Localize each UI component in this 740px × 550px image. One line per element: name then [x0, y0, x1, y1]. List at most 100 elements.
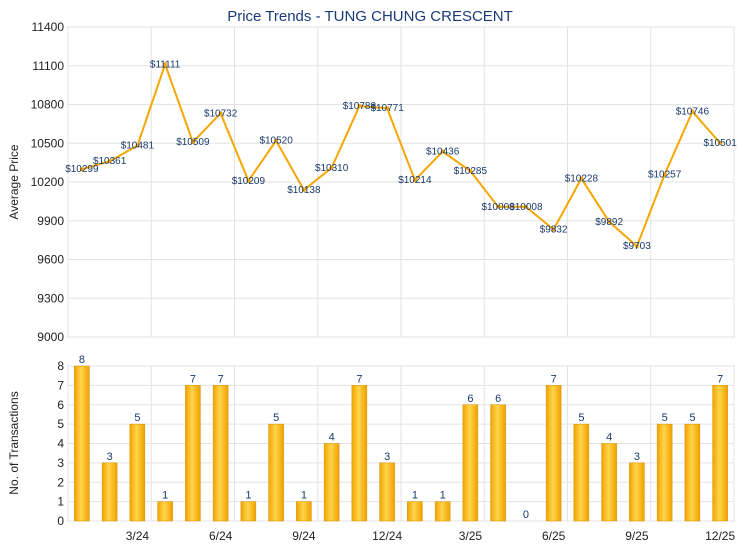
transaction-bar [296, 501, 312, 522]
transaction-bar [185, 385, 201, 522]
price-data-label: $10732 [204, 108, 238, 119]
transaction-bar [379, 462, 395, 522]
transaction-count-label: 1 [440, 490, 446, 502]
price-point [412, 178, 417, 183]
price-point [718, 141, 723, 146]
transaction-count-label: 5 [662, 412, 668, 424]
chart-title: Price Trends - TUNG CHUNG CRESCENT [227, 8, 513, 25]
price-data-label: $10214 [398, 175, 432, 186]
price-y-axis-label: Average Price [7, 144, 21, 219]
transaction-count-labels: 8 3 5 1 7 7 1 5 1 4 7 3 1 1 6 6 0 7 5 4 3 5 5 7 [79, 354, 723, 521]
transaction-bar [407, 501, 423, 522]
price-data-label: $10361 [93, 156, 127, 167]
price-data-label: $9832 [540, 225, 568, 236]
price-y-tick-label: 11100 [32, 59, 64, 73]
transaction-bars [74, 365, 728, 522]
transaction-count-label: 7 [356, 373, 362, 385]
transaction-bar [212, 385, 229, 522]
price-series-line [81, 61, 721, 248]
x-tick-label: 12/25 [705, 529, 735, 543]
price-data-label: $10746 [676, 106, 710, 117]
transaction-bar [240, 501, 257, 522]
transaction-bar [573, 423, 590, 522]
price-point [579, 176, 584, 181]
transactions-y-tick-label: 7 [57, 378, 64, 392]
transactions-bar-panel: 0 1 2 3 4 5 6 7 8 No. of Transactions 8 3 5 1 7 7 1 5 1 4… [7, 354, 735, 543]
price-data-label: $10228 [565, 173, 599, 184]
transaction-count-label: 7 [717, 373, 723, 385]
transaction-bar [545, 385, 562, 522]
transaction-bar [629, 462, 645, 522]
transactions-gridlines [67, 365, 735, 522]
price-data-label: $10788 [343, 101, 377, 112]
price-y-tick-label: 9900 [37, 214, 64, 228]
transaction-bar [462, 404, 479, 522]
price-point [190, 140, 195, 145]
x-axis-ticks: 3/24 6/24 9/24 12/24 3/25 6/25 9/25 12/25 [126, 529, 736, 543]
price-point [440, 149, 445, 154]
price-data-label: $10436 [426, 147, 460, 158]
price-point [218, 111, 223, 116]
transactions-y-axis-label: No. of Transactions [7, 391, 21, 494]
price-point [246, 178, 251, 183]
x-tick-label: 6/25 [542, 529, 566, 543]
price-point [163, 62, 168, 67]
transaction-count-label: 3 [107, 451, 113, 463]
transactions-y-tick-label: 4 [57, 437, 64, 451]
transaction-count-label: 1 [162, 490, 168, 502]
transaction-count-label: 7 [551, 373, 557, 385]
price-y-tick-label: 9300 [37, 291, 64, 305]
price-data-label: $10771 [370, 103, 404, 114]
x-tick-label: 3/25 [459, 529, 483, 543]
transactions-y-tick-label: 5 [57, 417, 64, 431]
x-tick-label: 3/24 [126, 529, 150, 543]
transaction-count-label: 0 [523, 509, 529, 521]
price-point [523, 204, 528, 209]
transaction-count-label: 5 [134, 412, 140, 424]
price-data-label: $10138 [287, 185, 321, 196]
transaction-count-label: 6 [495, 393, 501, 405]
price-data-label: $10501 [703, 138, 737, 149]
price-data-label: $10285 [454, 166, 488, 177]
price-y-tick-label: 10800 [31, 98, 65, 112]
transaction-bar [601, 443, 617, 522]
price-data-label: $10481 [121, 141, 155, 152]
price-line-panel: 9000 9300 9600 9900 10200 10500 10800 11100 1140… [7, 20, 737, 344]
price-y-tick-label: 10200 [31, 175, 65, 189]
x-tick-label: 9/24 [292, 529, 316, 543]
price-data-label: $10310 [315, 163, 349, 174]
price-data-label: $10520 [259, 136, 293, 147]
transaction-bar [268, 423, 284, 522]
transaction-count-label: 5 [578, 412, 584, 424]
price-point [357, 104, 362, 109]
transaction-bar [129, 423, 146, 522]
transaction-count-label: 4 [329, 432, 335, 444]
transaction-count-label: 5 [273, 412, 279, 424]
transaction-count-label: 7 [218, 373, 224, 385]
transaction-count-label: 4 [606, 432, 612, 444]
transaction-count-label: 5 [689, 412, 695, 424]
price-data-label: $10209 [232, 176, 266, 187]
price-point [301, 188, 306, 193]
price-data-labels: $10299$10361 $10481 $11111 $10509 $10732 $102… [65, 59, 737, 252]
price-point [135, 143, 140, 148]
transaction-bar [351, 385, 368, 522]
price-data-label: $11111 [150, 59, 181, 70]
price-y-tick-label: 10500 [31, 136, 65, 150]
transactions-y-tick-label: 8 [57, 359, 64, 373]
price-data-label: $9703 [623, 241, 651, 252]
price-point [496, 204, 501, 209]
price-y-tick-label: 9000 [37, 330, 64, 344]
transactions-y-axis-ticks: 0 1 2 3 4 5 6 7 8 [57, 359, 64, 528]
transaction-count-label: 3 [634, 451, 640, 463]
price-point [468, 169, 473, 174]
x-tick-label: 12/24 [372, 529, 402, 543]
x-tick-label: 6/24 [209, 529, 233, 543]
price-data-label: $10299 [65, 164, 99, 175]
transaction-count-label: 7 [190, 373, 196, 385]
transaction-bar [323, 443, 340, 522]
transaction-bar [656, 423, 673, 522]
transactions-y-tick-label: 1 [57, 495, 64, 509]
